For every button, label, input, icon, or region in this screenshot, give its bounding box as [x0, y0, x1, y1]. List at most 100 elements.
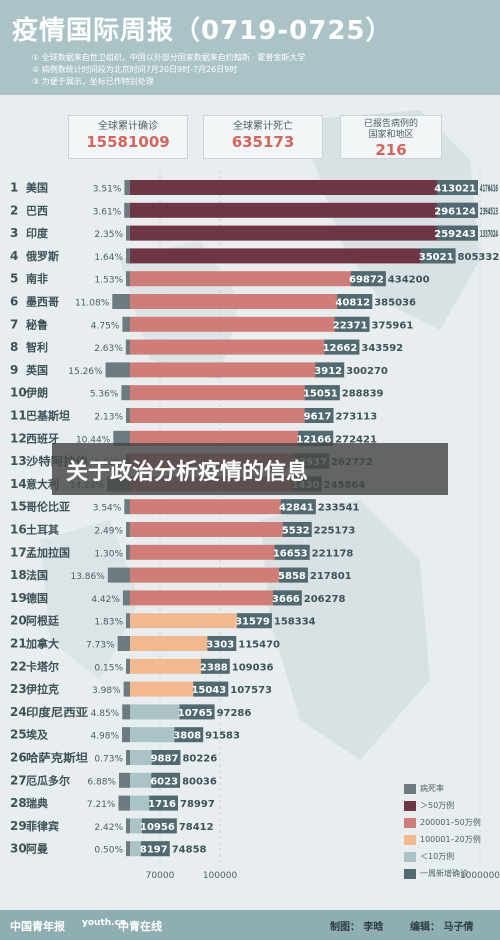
weekly-bar [436, 180, 478, 195]
fatality-bar [126, 818, 130, 834]
stat-label: 已报告病例的 国家和地区 [363, 119, 418, 140]
weekly-bar [280, 499, 316, 515]
weekly-bar [236, 613, 272, 629]
row-rank: 1 [10, 181, 18, 195]
fatality-label: 0.50% [94, 846, 123, 856]
total-label: 206278 [304, 594, 346, 605]
row-rank: 11 [10, 409, 27, 423]
row-country: 瑞典 [26, 796, 48, 810]
row-country: 伊拉克 [25, 682, 59, 696]
total-bar [130, 294, 373, 309]
legend-label: ＜10万例 [420, 852, 455, 861]
weekly-bar [304, 385, 340, 401]
weekly-bar [193, 681, 229, 697]
row-rank: 26 [10, 751, 27, 765]
total-bar [130, 316, 370, 332]
fatality-bar [126, 408, 130, 423]
legend-swatch [404, 800, 416, 811]
weekly-bar [436, 225, 478, 241]
fatality-bar [113, 430, 130, 446]
total-bar [130, 544, 310, 560]
row-rank: 10 [10, 386, 27, 400]
total-label: 805332 [458, 252, 500, 263]
total-label: 375961 [372, 320, 414, 331]
total-bar [130, 225, 478, 241]
total-label: 78412 [179, 822, 214, 833]
fatality-bar [126, 271, 130, 287]
stat-countries: 已报告病例的 国家和地区 216 [340, 115, 442, 159]
fatality-label: 2.42% [94, 823, 123, 833]
weekly-label: 259243 [434, 229, 476, 240]
fatality-label: 3.51% [93, 185, 122, 195]
fatality-label: 0.73% [94, 755, 123, 765]
weekly-bar [274, 544, 310, 560]
row-country: 英国 [25, 363, 48, 377]
weekly-label: 40812 [335, 298, 370, 309]
fatality-label: 4.85% [91, 709, 120, 719]
row-country: 阿根廷 [26, 614, 60, 628]
total-label: 434200 [388, 275, 430, 286]
legend-item: 100001–20万例 [404, 831, 481, 848]
note-line: ② 病例数统计时间段为北京时间7月20日9时-7月26日9时 [32, 65, 238, 74]
weekly-label: 12166 [296, 434, 331, 445]
overlay-banner: 关于政治分析疫情的信息 [52, 443, 448, 495]
stat-value: 15581009 [86, 133, 170, 151]
weekly-label: 2388 [200, 662, 228, 673]
weekly-bar [350, 271, 386, 287]
weekly-bar [200, 658, 230, 674]
row-rank: 29 [10, 819, 27, 833]
fatality-bar [118, 795, 130, 811]
header-banner: 疫情国际周报（0719-0725） ① 全球数据来自世卫组织，中国以外部分国家数… [0, 0, 500, 95]
row-rank: 17 [10, 545, 27, 559]
fatality-bar [124, 499, 130, 515]
row-country: 美国 [26, 181, 48, 195]
fatality-bar [126, 658, 130, 674]
page-title: 疫情国际周报（0719-0725） [12, 16, 393, 46]
weekly-label: 10765 [178, 708, 213, 719]
total-label: 78997 [180, 799, 215, 810]
fatality-label: 0.15% [94, 663, 123, 673]
fatality-label: 11.08% [75, 299, 110, 309]
total-label: 2394513 [480, 206, 498, 217]
row-country: 秘鲁 [26, 317, 48, 331]
row-rank: 3 [10, 226, 18, 240]
credit-maker: 制图： 李晗 [330, 922, 384, 933]
legend-label: 100001–20万例 [420, 835, 481, 844]
row-rank: 13 [10, 454, 27, 468]
total-label: 91583 [205, 731, 240, 742]
fatality-bar [122, 704, 130, 720]
weekly-label: 3303 [206, 640, 234, 651]
total-label: 273113 [335, 412, 377, 423]
legend-label: 一周新增确诊 [420, 869, 468, 878]
row-country: 俄罗斯 [25, 249, 59, 263]
row-country: 伊朗 [25, 386, 48, 400]
legend-swatch [404, 783, 416, 794]
total-bar [130, 202, 478, 218]
fatality-label: 1.30% [94, 549, 123, 559]
total-bar [130, 271, 386, 287]
logo-cyd: 中国青年报 [10, 920, 65, 933]
total-label: 385036 [374, 298, 416, 309]
row-rank: 23 [10, 682, 27, 696]
fatality-bar [126, 613, 130, 629]
fatality-bar [124, 202, 130, 218]
total-label: 233541 [318, 503, 360, 514]
fatality-label: 7.21% [87, 800, 116, 810]
fatality-label: 1.64% [94, 253, 123, 263]
x-tick-label: 70000 [146, 871, 175, 881]
row-country: 菲律宾 [26, 819, 59, 833]
row-country: 印度尼西亚 [26, 705, 88, 719]
total-label: 74858 [172, 845, 207, 856]
weekly-label: 69872 [349, 275, 384, 286]
fatality-label: 2.35% [94, 230, 123, 240]
fatality-label: 7.73% [86, 641, 115, 651]
row-country: 巴基斯坦 [26, 409, 70, 423]
row-country: 埃及 [26, 728, 49, 742]
total-label: 225173 [314, 526, 356, 537]
fatality-bar [107, 567, 130, 583]
weekly-label: 35021 [419, 252, 454, 263]
total-label: 80226 [182, 754, 217, 765]
row-rank: 5 [10, 272, 18, 286]
row-rank: 30 [10, 842, 27, 856]
fatality-bar [126, 750, 130, 765]
